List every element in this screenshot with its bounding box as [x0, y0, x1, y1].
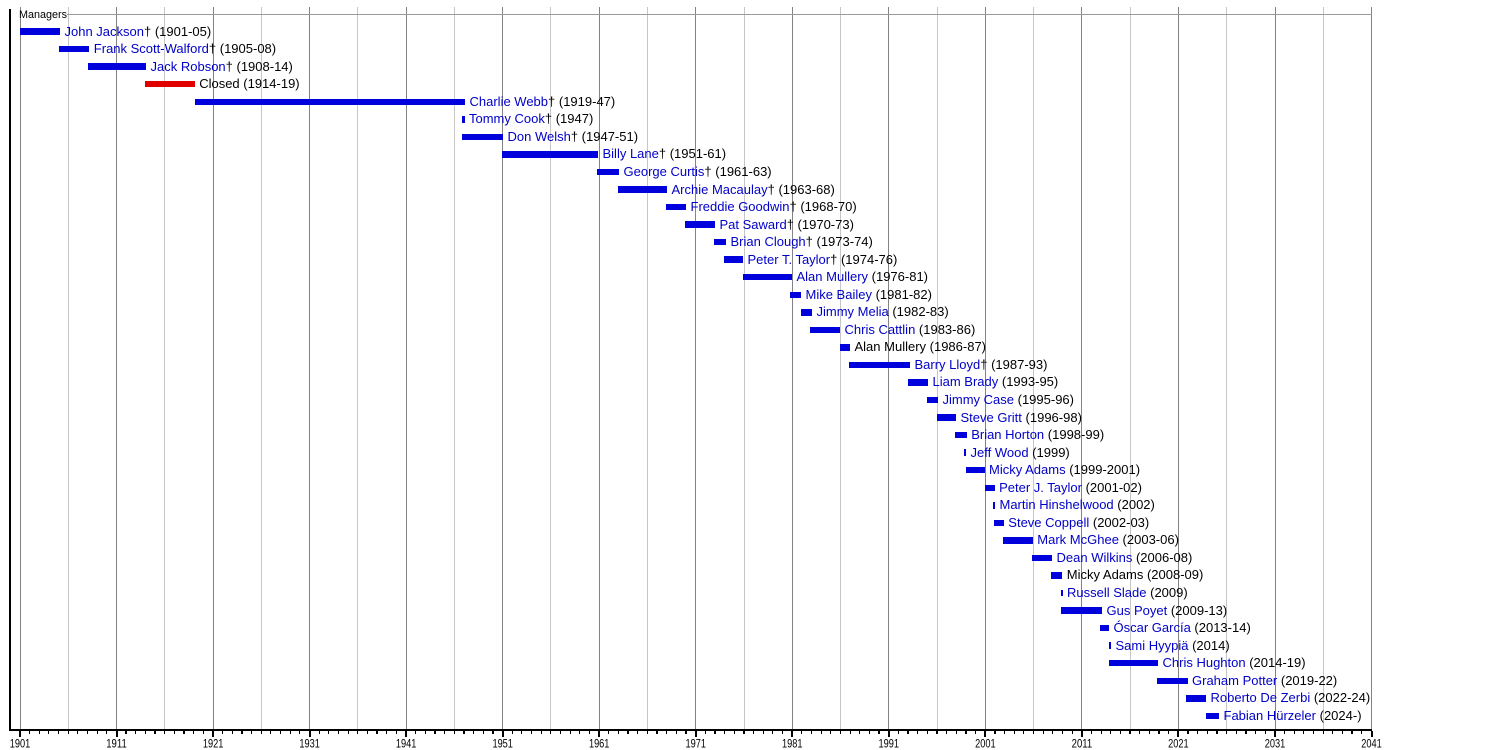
svg-text:1911: 1911 [106, 737, 127, 750]
svg-text:2011: 2011 [1072, 737, 1093, 750]
svg-text:2021: 2021 [1168, 737, 1189, 750]
svg-text:1941: 1941 [396, 737, 417, 750]
svg-text:1961: 1961 [589, 737, 610, 750]
svg-text:1971: 1971 [686, 737, 707, 750]
svg-text:2001: 2001 [975, 737, 996, 750]
svg-text:1991: 1991 [879, 737, 900, 750]
svg-text:1921: 1921 [203, 737, 224, 750]
svg-text:1981: 1981 [782, 737, 803, 750]
svg-text:1951: 1951 [492, 737, 513, 750]
svg-text:1931: 1931 [299, 737, 320, 750]
svg-text:2031: 2031 [1265, 737, 1286, 750]
svg-text:2041: 2041 [1361, 737, 1382, 750]
svg-text:1901: 1901 [10, 737, 31, 750]
